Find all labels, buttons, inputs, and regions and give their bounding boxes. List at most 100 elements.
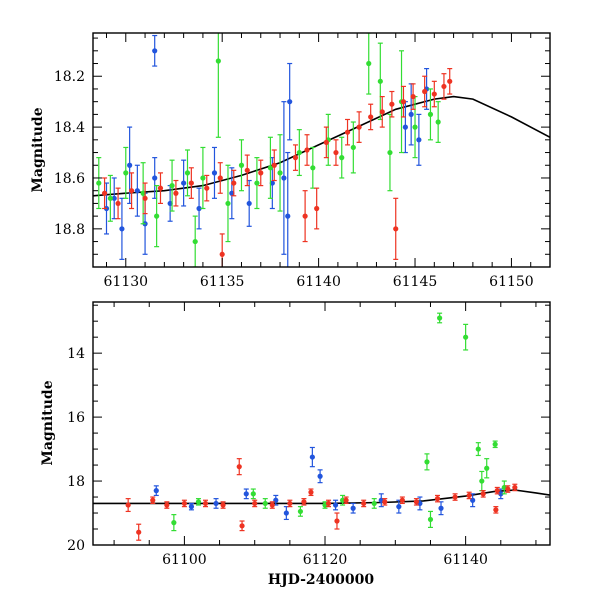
x-tick-label: 61140 (296, 274, 341, 290)
x-tick-label: 61140 (443, 552, 488, 568)
top-panel-frame (92, 32, 551, 268)
blue-data-point (111, 195, 117, 201)
x-tick-label: 61100 (162, 552, 207, 568)
blue-data-point (416, 137, 422, 143)
bottom-panel-ticks: 61100 61120 61140 14 16 18 20 (67, 302, 550, 568)
red-data-point (399, 497, 405, 503)
green-data-point (377, 78, 383, 84)
green-data-point (371, 500, 377, 507)
green-data-point (463, 334, 469, 340)
red-data-point (512, 484, 518, 491)
red-data-point (231, 180, 237, 186)
green-data-point (296, 149, 302, 156)
red-data-point (217, 175, 223, 181)
red-data-point (157, 185, 164, 191)
green-data-point (475, 446, 481, 452)
blue-data-point (498, 491, 504, 497)
top-panel-ylabel: Magnitude (30, 107, 46, 192)
red-data-point (422, 88, 428, 95)
green-data-point (435, 119, 441, 125)
red-data-point (219, 251, 225, 257)
y-tick-label: 18.6 (54, 171, 85, 187)
green-data-point (427, 516, 434, 523)
red-data-point (115, 200, 121, 207)
red-data-point (188, 180, 194, 186)
green-data-point (215, 58, 221, 64)
red-data-point (271, 162, 277, 168)
top-panel-ticks: 61130 61135 61140 61145 61150 18.2 18.4 18.6 18.… (54, 33, 551, 290)
blue-data-point (281, 175, 287, 181)
green-data-point (427, 111, 434, 117)
red-data-point (292, 155, 299, 161)
red-data-point (204, 185, 210, 191)
green-data-point (310, 165, 316, 171)
x-axis-label: HJD-2400000 (268, 572, 375, 588)
x-tick-label: 61130 (104, 274, 149, 290)
green-data-point (492, 441, 498, 447)
bottom-panel-series-red (125, 458, 518, 541)
blue-data-point (213, 500, 219, 507)
green-data-point (267, 165, 274, 171)
green-data-point (479, 478, 485, 484)
y-tick-label: 16 (67, 410, 85, 426)
blue-data-point (152, 175, 158, 181)
blue-data-point (188, 504, 195, 510)
bottom-panel-model-curve (93, 489, 550, 505)
red-data-point (136, 529, 142, 535)
blue-data-point (181, 180, 187, 186)
green-data-point (437, 315, 443, 321)
red-data-point (202, 500, 209, 507)
green-data-point (171, 520, 177, 526)
blue-data-point (246, 200, 252, 207)
y-tick-label: 18.4 (54, 120, 85, 136)
red-data-point (301, 499, 307, 505)
red-data-point (441, 83, 447, 90)
red-data-point (434, 496, 441, 502)
green-data-point (169, 183, 175, 189)
red-data-point (413, 499, 420, 505)
green-data-point (250, 491, 256, 497)
red-data-point (431, 91, 437, 97)
blue-data-point (317, 473, 323, 479)
green-data-point (123, 170, 129, 176)
red-data-point (258, 170, 264, 176)
bottom-panel-marks (93, 312, 550, 541)
red-data-point (304, 147, 310, 153)
x-tick-label: 61150 (489, 274, 534, 290)
red-data-point (361, 500, 367, 507)
red-data-point (125, 502, 131, 508)
y-tick-label: 20 (67, 538, 85, 554)
red-data-point (505, 486, 511, 492)
bottom-panel-ylabel: Magnitude (40, 380, 56, 465)
green-data-point (107, 195, 113, 201)
red-data-point (343, 497, 349, 503)
top-panel-model-curve (93, 95, 550, 197)
y-tick-label: 18.2 (54, 69, 85, 85)
red-data-point (379, 109, 385, 115)
red-data-point (344, 129, 351, 135)
green-data-point (339, 155, 345, 161)
green-data-point (412, 124, 418, 130)
red-data-point (368, 114, 374, 120)
top-panel-series-red (101, 68, 453, 267)
green-data-point (200, 175, 206, 181)
red-data-point (150, 497, 156, 503)
green-data-point (277, 170, 283, 176)
red-data-point (494, 488, 500, 494)
green-data-point (387, 149, 393, 156)
green-data-point (297, 508, 304, 515)
blue-data-point (350, 505, 356, 511)
blue-data-point (211, 170, 218, 176)
red-data-point (400, 99, 407, 105)
red-data-point (334, 518, 340, 524)
green-data-point (96, 180, 102, 186)
red-data-point (314, 205, 320, 212)
red-data-point (466, 492, 472, 499)
blue-data-point (438, 505, 444, 511)
red-data-point (302, 213, 308, 219)
red-data-point (382, 499, 388, 505)
red-data-point (287, 500, 293, 507)
red-data-point (128, 188, 135, 194)
red-data-point (493, 507, 499, 513)
